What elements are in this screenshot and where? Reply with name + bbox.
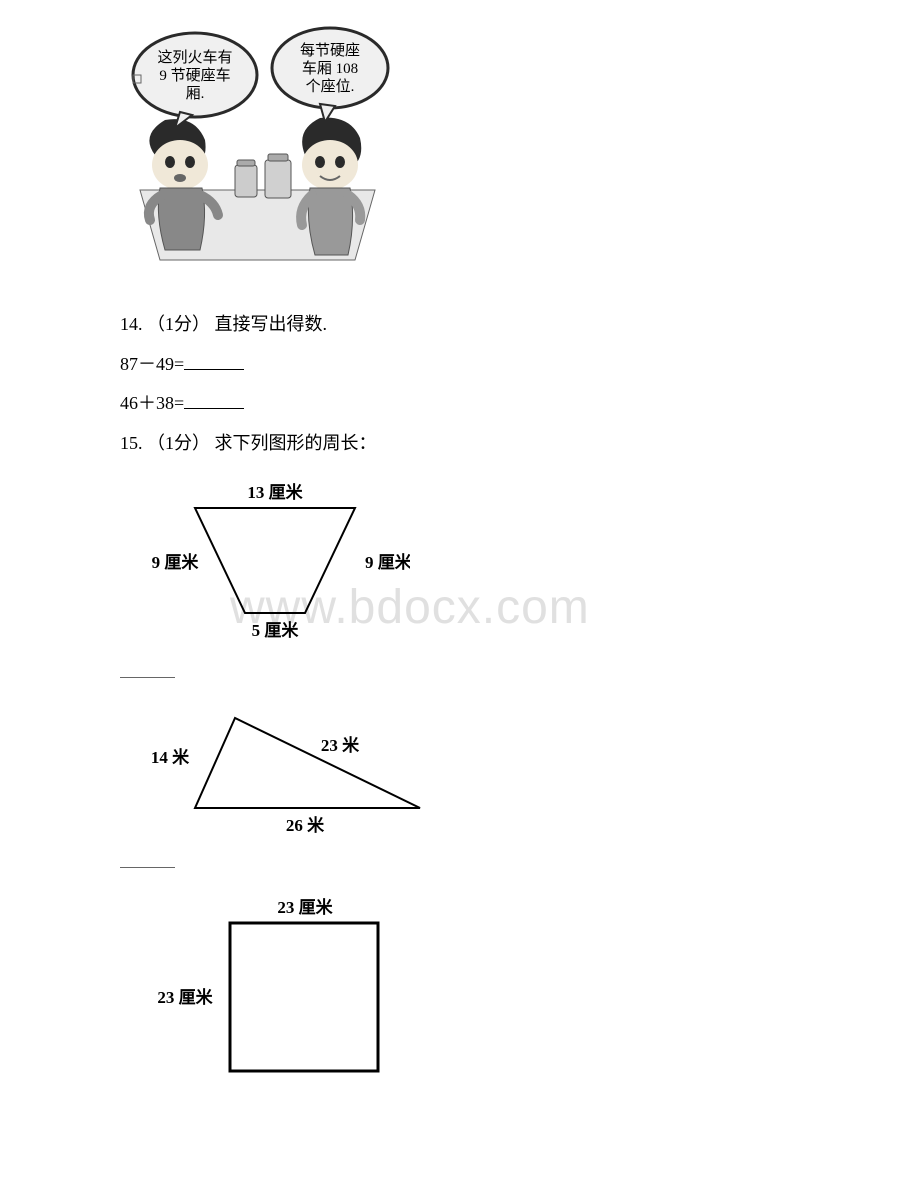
q14-points: （1分）	[147, 314, 210, 334]
square-top-label: 23 厘米	[277, 897, 333, 917]
square-left-label: 23 厘米	[157, 987, 213, 1007]
trapezoid-shape	[195, 508, 355, 613]
triangle-left-label: 14 米	[151, 747, 190, 767]
trapezoid-blank[interactable]	[120, 664, 175, 678]
content-area: 这列火车有 9 节硬座车 厢. 每节硬座 车厢 108 个座位. 14. （1分…	[0, 20, 920, 1078]
triangle-blank[interactable]	[120, 854, 175, 868]
q14-eq2-blank[interactable]	[184, 393, 244, 409]
triangle-answer	[120, 843, 860, 883]
trapezoid-bottom-label: 5 厘米	[252, 620, 300, 640]
cartoon-svg: 这列火车有 9 节硬座车 厢. 每节硬座 车厢 108 个座位.	[120, 20, 395, 285]
triangle-svg: 14 米 23 米 26 米	[140, 703, 440, 833]
trapezoid-left-label: 9 厘米	[152, 552, 200, 572]
q14-text: 直接写出得数.	[215, 314, 328, 334]
svg-text:厢.: 厢.	[186, 85, 205, 102]
triangle-figure: 14 米 23 米 26 米	[140, 703, 860, 833]
trapezoid-figure: 13 厘米 9 厘米 9 厘米 5 厘米	[140, 478, 860, 643]
q15-text: 求下列图形的周长：	[215, 433, 377, 453]
q15-points: （1分）	[147, 433, 210, 453]
svg-text:9 节硬座车: 9 节硬座车	[159, 67, 230, 84]
trapezoid-svg: 13 厘米 9 厘米 9 厘米 5 厘米	[140, 478, 410, 643]
trapezoid-top-label: 13 厘米	[247, 482, 303, 502]
square-shape	[230, 923, 378, 1071]
svg-text:每节硬座: 每节硬座	[300, 42, 360, 59]
svg-text:车厢 108: 车厢 108	[302, 60, 358, 77]
trapezoid-answer	[120, 653, 860, 693]
svg-text:个座位.: 个座位.	[306, 78, 355, 95]
square-figure: 23 厘米 23 厘米	[140, 893, 860, 1078]
triangle-bottom-label: 26 米	[286, 815, 325, 833]
cartoon-illustration: 这列火车有 9 节硬座车 厢. 每节硬座 车厢 108 个座位.	[120, 20, 395, 285]
q14-eq2-text: 46＋38=	[120, 393, 184, 413]
svg-text:这列火车有: 这列火车有	[157, 49, 232, 66]
q14-eq1-text: 87－49=	[120, 354, 184, 374]
q14-eq1-blank[interactable]	[184, 354, 244, 370]
triangle-shape	[195, 718, 420, 808]
q14-number: 14.	[120, 314, 143, 334]
q15-header: 15. （1分） 求下列图形的周长：	[120, 424, 860, 464]
q15-number: 15.	[120, 433, 143, 453]
q14-eq2: 46＋38=	[120, 384, 860, 424]
trapezoid-right-label: 9 厘米	[365, 552, 410, 572]
square-svg: 23 厘米 23 厘米	[140, 893, 410, 1078]
q14-eq1: 87－49=	[120, 345, 860, 385]
triangle-right-label: 23 米	[321, 735, 360, 755]
q14-header: 14. （1分） 直接写出得数.	[120, 305, 860, 345]
